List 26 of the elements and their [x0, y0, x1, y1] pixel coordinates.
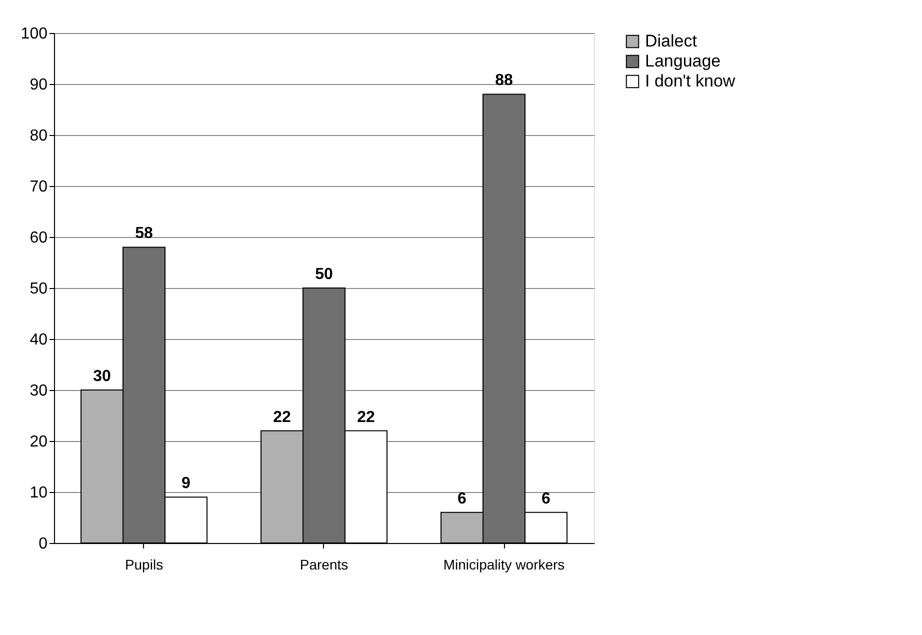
x-tick-label: Parents [300, 556, 348, 572]
y-tick-label: 50 [30, 280, 48, 298]
y-tick-label: 60 [30, 230, 48, 246]
legend-label: I don't know [645, 72, 736, 90]
y-tick-label: 80 [30, 128, 48, 144]
data-label: 30 [93, 368, 111, 385]
legend-label: Dialect [645, 32, 698, 50]
x-tick-label: Pupils [124, 556, 164, 572]
y-tick-label: 70 [30, 178, 48, 196]
data-label: 6 [542, 490, 551, 508]
data-label: 50 [315, 266, 333, 283]
y-tick-label: 20 [30, 434, 48, 450]
y-tick-label: 100 [20, 26, 48, 42]
y-tick-label: 30 [30, 382, 48, 400]
data-label: 22 [357, 408, 375, 426]
y-tick-label: 0 [38, 536, 48, 552]
y-tick-label: 40 [30, 332, 48, 348]
data-label: 22 [273, 408, 291, 426]
y-tick-label: 10 [30, 484, 48, 502]
data-label: 88 [495, 72, 513, 90]
y-tick-label: 90 [30, 76, 48, 94]
data-label: 58 [135, 225, 153, 242]
data-label: 6 [458, 490, 467, 508]
x-tick-label: Minicipality workers [443, 556, 565, 572]
legend-label: Language [645, 52, 721, 70]
data-label: 9 [182, 475, 191, 492]
